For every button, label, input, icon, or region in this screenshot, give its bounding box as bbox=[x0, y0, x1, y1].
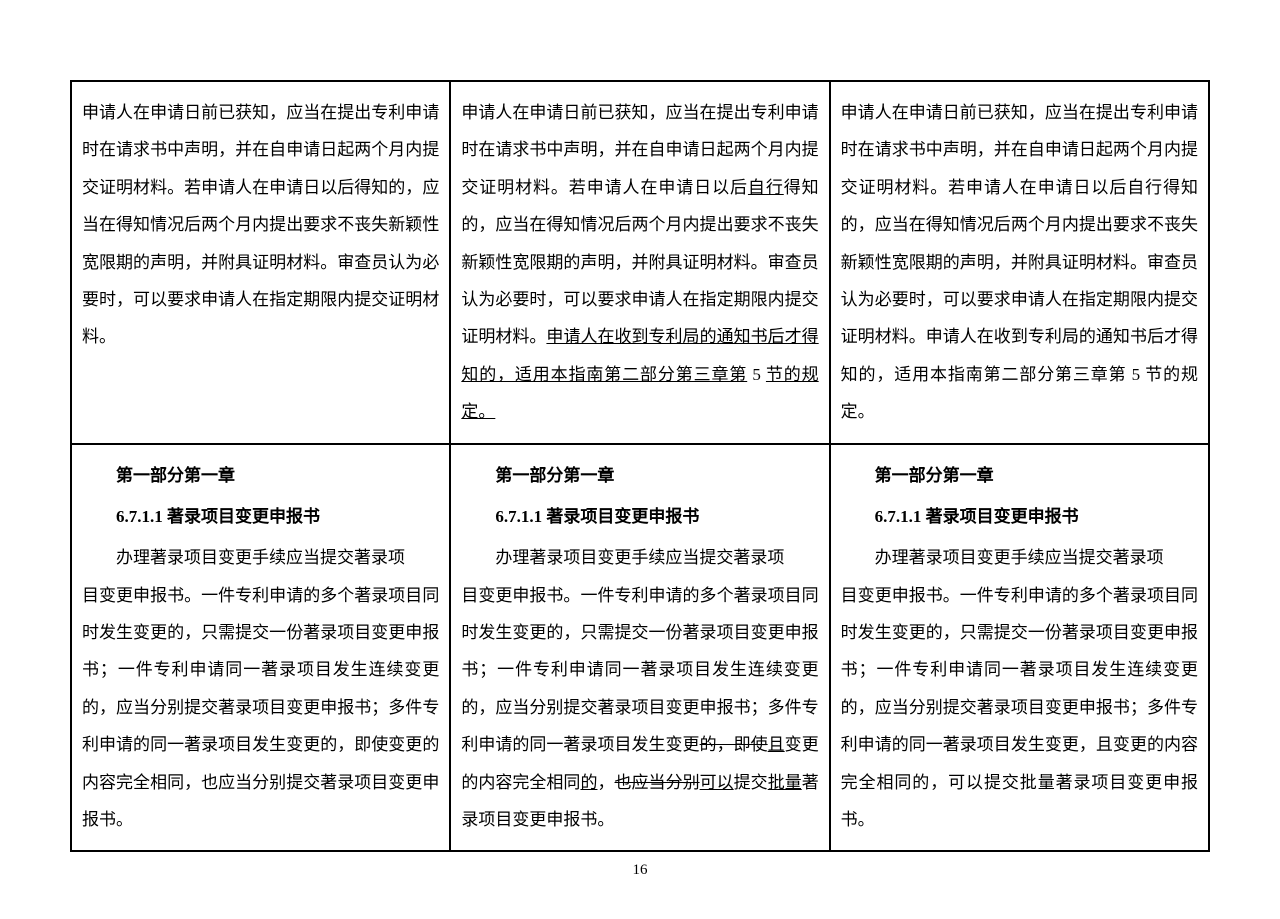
table-row: 第一部分第一章 6.7.1.1 著录项目变更申报书 办理著录项目变更手续应当提交… bbox=[71, 444, 1209, 852]
section-title: 第一部分第一章 bbox=[461, 457, 818, 494]
subsection-title: 6.7.1.1 著录项目变更申报书 bbox=[461, 498, 818, 535]
cell-r2-c2: 第一部分第一章 6.7.1.1 著录项目变更申报书 办理著录项目变更手续应当提交… bbox=[450, 444, 829, 852]
body-continue: 目变更申报书。一件专利申请的多个著录项目同时发生变更的，只需提交一份著录项目变更… bbox=[461, 577, 818, 839]
body-continue: 目变更申报书。一件专利申请的多个著录项目同时发生变更的，只需提交一份著录项目变更… bbox=[841, 577, 1198, 839]
subsection-title: 6.7.1.1 著录项目变更申报书 bbox=[82, 498, 439, 535]
cell-r1-c3: 申请人在申请日前已获知，应当在提出专利申请时在请求书中声明，并在自申请日起两个月… bbox=[830, 81, 1209, 444]
body-first-line: 办理著录项目变更手续应当提交著录项 bbox=[841, 539, 1198, 576]
cell-content: 申请人在申请日前已获知，应当在提出专利申请时在请求书中声明，并在自申请日起两个月… bbox=[841, 94, 1198, 431]
page-number: 16 bbox=[70, 862, 1210, 879]
section-title: 第一部分第一章 bbox=[841, 457, 1198, 494]
body-first-line: 办理著录项目变更手续应当提交著录项 bbox=[82, 539, 439, 576]
table-body: 申请人在申请日前已获知，应当在提出专利申请时在请求书中声明，并在自申请日起两个月… bbox=[71, 81, 1209, 851]
subsection-title: 6.7.1.1 著录项目变更申报书 bbox=[841, 498, 1198, 535]
cell-r1-c2: 申请人在申请日前已获知，应当在提出专利申请时在请求书中声明，并在自申请日起两个月… bbox=[450, 81, 829, 444]
cell-r1-c1: 申请人在申请日前已获知，应当在提出专利申请时在请求书中声明，并在自申请日起两个月… bbox=[71, 81, 450, 444]
body-continue: 目变更申报书。一件专利申请的多个著录项目同时发生变更的，只需提交一份著录项目变更… bbox=[82, 577, 439, 839]
cell-r2-c1: 第一部分第一章 6.7.1.1 著录项目变更申报书 办理著录项目变更手续应当提交… bbox=[71, 444, 450, 852]
cell-r2-c3: 第一部分第一章 6.7.1.1 著录项目变更申报书 办理著录项目变更手续应当提交… bbox=[830, 444, 1209, 852]
body-first-line: 办理著录项目变更手续应当提交著录项 bbox=[461, 539, 818, 576]
comparison-table: 申请人在申请日前已获知，应当在提出专利申请时在请求书中声明，并在自申请日起两个月… bbox=[70, 80, 1210, 852]
cell-content: 申请人在申请日前已获知，应当在提出专利申请时在请求书中声明，并在自申请日起两个月… bbox=[82, 94, 439, 356]
cell-content: 申请人在申请日前已获知，应当在提出专利申请时在请求书中声明，并在自申请日起两个月… bbox=[461, 94, 818, 431]
section-title: 第一部分第一章 bbox=[82, 457, 439, 494]
table-row: 申请人在申请日前已获知，应当在提出专利申请时在请求书中声明，并在自申请日起两个月… bbox=[71, 81, 1209, 444]
